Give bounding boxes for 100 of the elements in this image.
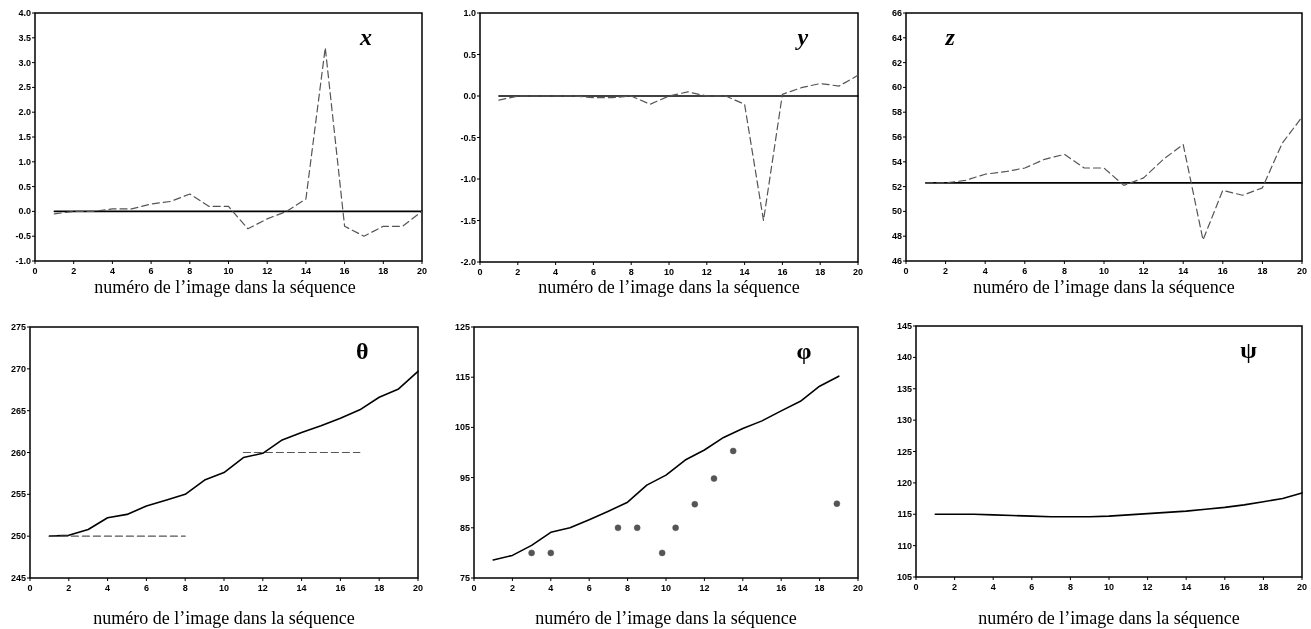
x-tick-label: 8	[1061, 266, 1067, 276]
y-tick-label: 85	[459, 522, 470, 533]
y-tick-label: -0.5	[15, 231, 31, 242]
y-tick-label: 60	[891, 82, 902, 93]
y-tick-label: 105	[896, 572, 912, 582]
x-tick-label: 12	[1138, 266, 1149, 276]
y-tick-label: 75	[459, 573, 470, 583]
x-tick-label: 6	[148, 266, 154, 276]
x-tick-label: 12	[701, 267, 712, 277]
y-tick-label: 4.0	[18, 8, 31, 18]
y-tick-label: 46	[891, 256, 902, 266]
y-tick-label: 115	[455, 372, 470, 383]
y-tick-label: 48	[891, 231, 902, 242]
chart-title: x	[359, 24, 373, 50]
y-tick-label: 130	[896, 415, 912, 426]
y-tick-label: 56	[891, 132, 902, 142]
x-tick-label: 16	[335, 583, 346, 593]
y-tick-label: -1.0	[460, 174, 476, 184]
x-tick-label: 20	[1296, 266, 1308, 276]
x-axis-title: numéro de l’image dans la séquence	[538, 277, 800, 297]
x-tick-label: 16	[1217, 266, 1228, 276]
y-tick-label: 0.5	[463, 49, 476, 60]
x-tick-label: 2	[943, 266, 949, 276]
x-tick-label: 20	[852, 583, 864, 593]
x-tick-label: 6	[1029, 582, 1035, 592]
y-tick-label: 0.5	[18, 181, 31, 192]
x-tick-label: 18	[374, 583, 385, 593]
x-axis-title: numéro de l’image dans la séquence	[93, 608, 355, 628]
point	[547, 549, 555, 557]
x-tick-label: 8	[182, 583, 188, 593]
x-tick-label: 12	[1142, 582, 1153, 592]
y-tick-label: 105	[454, 422, 470, 433]
x-tick-label: 18	[815, 267, 826, 277]
x-tick-label: 10	[223, 266, 234, 276]
x-tick-label: 14	[1181, 582, 1192, 592]
text: θ	[355, 338, 369, 364]
x-tick-label: 2	[952, 582, 958, 592]
x-tick-label: 14	[296, 583, 307, 593]
y-tick-label: 275	[10, 322, 26, 332]
y-tick-label: 3.0	[18, 57, 31, 68]
y-tick-label: 115	[897, 509, 912, 520]
y-tick-label: 2.0	[18, 107, 31, 118]
y-tick-label: 265	[10, 405, 26, 416]
line-series	[492, 375, 840, 561]
x-tick-label: 18	[1257, 266, 1268, 276]
x-tick-label: 0	[903, 266, 909, 276]
x-tick-label: 0	[32, 266, 38, 276]
line-series	[53, 47, 423, 237]
x-tick-label: 12	[699, 583, 710, 593]
y-tick-label: 260	[10, 447, 26, 458]
x-tick-label: 0	[913, 582, 919, 592]
x-tick-label: 6	[586, 583, 592, 593]
x-tick-label: 14	[739, 267, 750, 277]
x-tick-label: 14	[737, 583, 748, 593]
x-tick-label: 10	[218, 583, 230, 593]
line-series	[498, 74, 859, 222]
y-tick-label: 120	[896, 477, 912, 488]
chart-title: φ	[796, 338, 812, 364]
x-tick-label: 8	[1067, 582, 1073, 592]
point	[710, 475, 718, 482]
y-tick-label: 0.0	[18, 206, 31, 217]
y-tick-label: -2.0	[460, 257, 476, 267]
x-tick-label: 16	[777, 267, 788, 277]
y-tick-label: 62	[891, 57, 902, 68]
point	[528, 549, 535, 557]
x-tick-label: 4	[548, 583, 554, 593]
x-axis-title: numéro de l’image dans la séquence	[973, 277, 1235, 297]
y-tick-label: 110	[897, 540, 912, 551]
y-tick-label: 255	[10, 489, 26, 500]
y-tick-label: 245	[10, 573, 26, 583]
y-tick-label: 145	[896, 321, 912, 331]
x-tick-label: 2	[515, 267, 521, 277]
x-tick-label: 12	[257, 583, 268, 593]
point	[614, 524, 622, 532]
x-tick-label: 8	[628, 267, 634, 277]
y-tick-label: -1.0	[15, 256, 31, 266]
x-tick-label: 4	[105, 583, 111, 593]
point	[833, 500, 841, 507]
x-tick-label: 10	[1103, 582, 1115, 592]
y-tick-label: 3.5	[18, 32, 31, 43]
y-tick-label: 250	[10, 531, 26, 542]
point	[658, 549, 666, 557]
x-axis-title: numéro de l’image dans la séquence	[94, 277, 356, 297]
x-tick-label: 2	[509, 583, 515, 593]
y-tick-label: 1.5	[18, 132, 31, 142]
x-tick-label: 0	[477, 267, 483, 277]
x-tick-label: 4	[990, 582, 996, 592]
x-tick-label: 4	[982, 266, 988, 276]
y-tick-label: 1.0	[18, 156, 31, 167]
y-tick-label: 50	[891, 206, 902, 217]
y-tick-label: 125	[896, 446, 912, 457]
x-tick-label: 14	[300, 266, 311, 276]
x-tick-label: 4	[553, 267, 559, 277]
x-tick-label: 18	[814, 583, 825, 593]
x-tick-label: 6	[1022, 266, 1028, 276]
point	[729, 447, 737, 455]
x-tick-label: 20	[416, 266, 428, 276]
x-axis-title: numéro de l’image dans la séquence	[978, 608, 1240, 628]
x-tick-label: 20	[852, 267, 864, 277]
y-tick-label: 64	[891, 32, 902, 43]
